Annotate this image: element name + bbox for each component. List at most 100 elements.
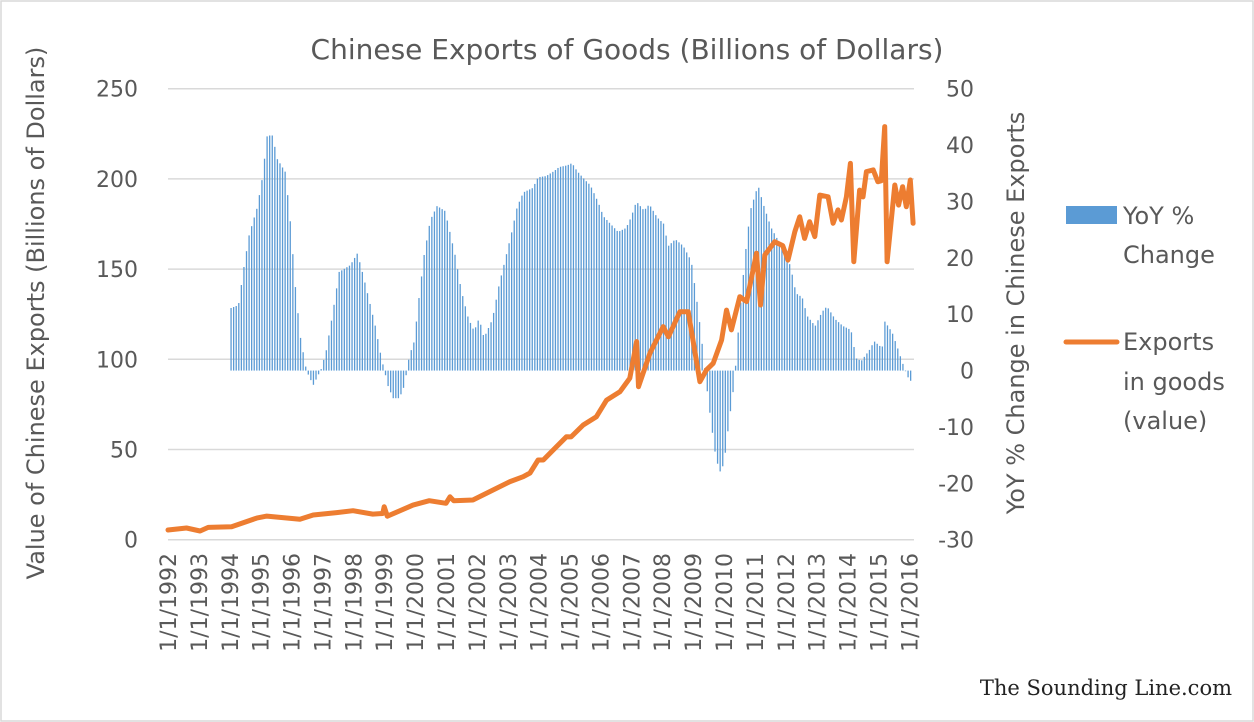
yoy-bar (904, 370, 907, 372)
yoy-bar (590, 187, 593, 371)
yoy-bar (894, 341, 896, 371)
yoy-bar (897, 348, 899, 371)
yoy-bar (642, 209, 644, 371)
yoy-bar (464, 306, 466, 371)
yoy-bar (245, 251, 248, 371)
yoy-bar (740, 302, 742, 371)
yoy-bar (794, 287, 796, 371)
yoy-bar (899, 356, 902, 371)
yoy-bar (253, 217, 255, 371)
x-tick-label: 1/1/2011 (744, 553, 769, 652)
yoy-bar (408, 359, 410, 371)
yoy-bar (639, 206, 642, 371)
yoy-bar (637, 203, 639, 371)
yoy-bar (490, 322, 492, 371)
yoy-bar (302, 352, 304, 371)
yoy-bar (390, 370, 392, 393)
left-tick-label: 0 (124, 529, 138, 554)
yoy-bar (289, 221, 291, 371)
left-tick-label: 150 (96, 258, 138, 283)
yoy-bar (789, 264, 791, 371)
yoy-bar (230, 307, 232, 371)
x-tick-label: 1/1/2013 (806, 553, 831, 652)
yoy-bar (333, 304, 335, 371)
x-tick-label: 1/1/2000 (404, 553, 429, 652)
yoy-bar (276, 159, 279, 371)
yoy-bar (521, 195, 523, 371)
left-axis-ticks: 0 50 100 150 200 250 (96, 78, 138, 554)
x-tick-label: 1/1/2004 (528, 553, 553, 652)
yoy-bar (809, 319, 811, 371)
yoy-bar (832, 316, 835, 371)
x-tick-label: 1/1/1993 (188, 553, 213, 652)
yoy-bar (799, 295, 801, 371)
yoy-bar (351, 262, 353, 371)
right-axis-title: YoY % Change in Chinese Exports (1002, 112, 1030, 515)
yoy-bar (680, 244, 683, 371)
x-tick-label: 1/1/2016 (898, 553, 923, 652)
yoy-bar (608, 222, 611, 371)
x-tick-label: 1/1/2015 (867, 553, 892, 652)
yoy-bar (871, 345, 873, 371)
yoy-bar (348, 265, 351, 371)
yoy-bar (812, 323, 814, 371)
legend-label-exports-3: (value) (1123, 407, 1207, 435)
yoy-bar (827, 308, 829, 371)
yoy-bar (668, 245, 670, 371)
yoy-bar (534, 183, 536, 371)
yoy-bar (863, 356, 865, 371)
yoy-bar (845, 327, 847, 371)
yoy-bar (783, 249, 786, 371)
yoy-bar (884, 321, 886, 371)
yoy-bar (665, 235, 667, 371)
yoy-bar (814, 325, 817, 371)
yoy-bar (673, 240, 675, 371)
yoy-bar (773, 233, 775, 371)
yoy-bar (724, 370, 726, 453)
yoy-bar (657, 218, 660, 371)
yoy-bar (294, 287, 297, 371)
yoy-bar (562, 166, 564, 371)
yoy-bar (598, 204, 600, 371)
yoy-bar (706, 370, 708, 392)
yoy-bar (817, 320, 819, 371)
yoy-bar (886, 325, 889, 371)
yoy-bar (292, 254, 294, 371)
yoy-bar (719, 370, 721, 472)
yoy-bar (660, 221, 662, 371)
yoy-bar (299, 337, 302, 371)
x-tick-label: 1/1/2009 (682, 553, 707, 652)
yoy-bar (310, 370, 312, 381)
watermark: The Sounding Line.com (980, 676, 1232, 700)
yoy-bar (603, 217, 605, 371)
yoy-bar (577, 172, 580, 371)
right-tick-label: 10 (946, 303, 974, 328)
legend-label-exports-1: Exports (1123, 328, 1214, 356)
yoy-bar (438, 207, 441, 371)
yoy-bar (428, 225, 430, 371)
yoy-bar (626, 225, 629, 371)
yoy-bar (734, 365, 737, 371)
x-tick-label: 1/1/2012 (775, 553, 800, 652)
yoy-bar (485, 333, 487, 371)
yoy-bar (315, 370, 317, 380)
yoy-bar (768, 221, 770, 371)
legend: YoY % Change Exports in goods (value) (1063, 202, 1225, 435)
yoy-bar (675, 240, 678, 371)
yoy-bar (377, 339, 379, 371)
yoy-bar (549, 173, 551, 371)
yoy-bar (341, 270, 343, 371)
yoy-bar (297, 313, 299, 371)
yoy-bar (248, 235, 250, 371)
x-tick-label: 1/1/2014 (837, 553, 862, 652)
yoy-bar (711, 370, 714, 433)
yoy-bar (807, 316, 809, 371)
x-tick-label: 1/1/1997 (311, 553, 336, 652)
yoy-bar (616, 230, 618, 371)
yoy-bar (387, 370, 389, 387)
yoy-bar (652, 210, 654, 371)
yoy-bar (456, 269, 459, 371)
right-tick-label: 50 (946, 78, 974, 103)
yoy-bar (835, 319, 837, 371)
yoy-bar (678, 242, 680, 371)
